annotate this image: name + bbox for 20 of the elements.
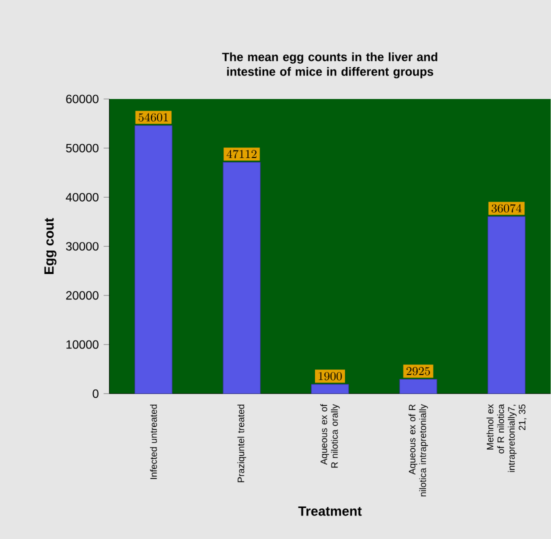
y-tick-label: 40000 [66, 192, 98, 202]
y-axis-title: Egg cout [44, 218, 56, 274]
y-tick-label: 30000 [66, 242, 98, 251]
data-label: 54601 [138, 113, 168, 122]
data-label: 47112 [226, 150, 256, 158]
data-label: 36074 [492, 204, 522, 212]
x-tick-label: Infected untreated [150, 404, 157, 479]
y-tick-label: 60000 [66, 94, 98, 104]
x-tick-label: Methnol ex of R nilotica intrapretonially7, 21, 35 [486, 404, 526, 472]
chart-title: The mean egg counts in the liver and intestine of mice in different groups [222, 52, 438, 78]
x-axis-title: Treatment [298, 506, 362, 516]
y-tick-label: 0 [92, 389, 98, 398]
x-tick-label: Aqueous ex of R nilotica orally [320, 404, 340, 468]
y-tick-label: 20000 [66, 291, 98, 300]
y-tick-label: 50000 [66, 144, 98, 152]
y-tick-label: 10000 [66, 340, 98, 349]
x-tick-label: Praziquntel treated [237, 404, 246, 482]
x-tick-label: Aqueous ex of R nilotica intrapretonially [408, 404, 428, 496]
data-label: 2925 [406, 367, 430, 376]
data-label: 1900 [318, 372, 342, 380]
